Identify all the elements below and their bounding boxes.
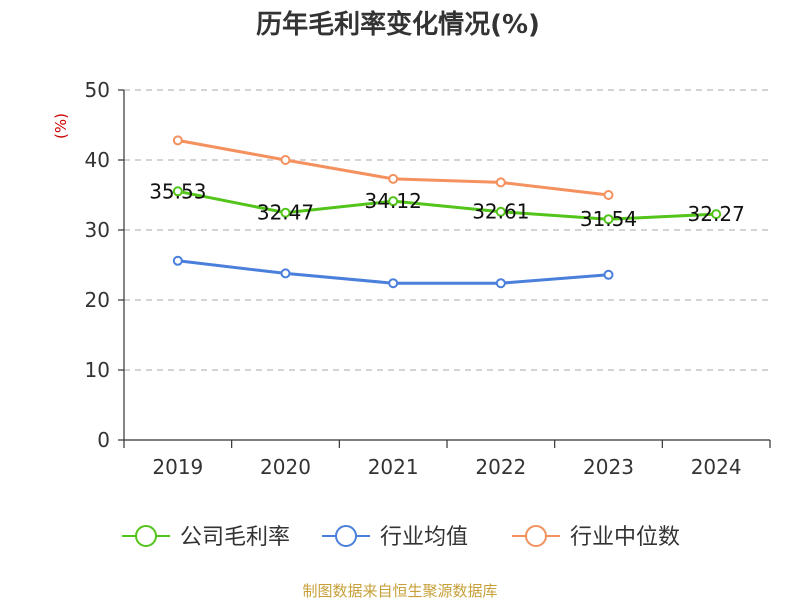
- y-tick-label: 0: [97, 428, 110, 452]
- series-line-0: [177, 189, 717, 221]
- legend-label: 行业中位数: [570, 525, 680, 550]
- x-tick-label: 2024: [691, 455, 742, 479]
- series-lines: [172, 135, 722, 289]
- y-axis-label: (%): [52, 113, 70, 139]
- grid-lines: [124, 89, 770, 371]
- y-tick-label: 30: [85, 218, 110, 242]
- y-tick-label: 50: [85, 78, 110, 102]
- legend: 公司毛利率 行业均值 行业中位数: [122, 525, 680, 550]
- data-point: [711, 209, 722, 220]
- data-point: [280, 268, 291, 279]
- data-point: [172, 186, 183, 197]
- source-note: 制图数据来自恒生聚源数据库: [302, 582, 497, 600]
- data-point: [495, 206, 506, 217]
- legend-marker: [525, 525, 547, 547]
- data-label: 32.27: [688, 202, 745, 226]
- data-label: 35.53: [149, 179, 206, 203]
- data-point: [280, 155, 291, 165]
- axes: 0 10 20 30 40 50 2019 2020 2021 2022 2023 2024: [85, 78, 771, 479]
- data-label: 32.47: [257, 201, 314, 225]
- data-point: [172, 255, 183, 266]
- legend-label: 公司毛利率: [180, 525, 290, 550]
- data-point: [388, 196, 399, 207]
- data-labels: 35.53 32.47 34.12 32.61 31.54 32.27: [149, 179, 745, 231]
- data-point: [603, 190, 614, 200]
- data-point: [603, 214, 614, 225]
- legend-marker: [135, 525, 157, 547]
- x-tick-label: 2019: [152, 455, 203, 479]
- x-tick-label: 2020: [260, 455, 311, 479]
- data-point: [495, 177, 506, 188]
- x-tick-label: 2023: [583, 455, 634, 479]
- y-tick-label: 20: [85, 288, 110, 312]
- data-point: [388, 278, 399, 289]
- y-tick-label: 40: [85, 148, 110, 172]
- data-point: [603, 269, 614, 280]
- y-tick-label: 10: [85, 358, 110, 382]
- legend-label: 行业均值: [380, 525, 468, 550]
- data-label: 34.12: [365, 189, 422, 213]
- data-point: [280, 207, 291, 218]
- chart-title: 历年毛利率变化情况(%): [256, 9, 540, 40]
- legend-marker: [335, 525, 357, 547]
- data-label: 32.61: [472, 200, 529, 224]
- x-tick-label: 2021: [368, 455, 419, 479]
- data-point: [172, 135, 183, 146]
- x-tick-label: 2022: [475, 455, 526, 479]
- data-label: 31.54: [580, 207, 637, 231]
- series-line-2: [177, 138, 609, 197]
- data-point: [388, 173, 399, 184]
- data-point: [495, 278, 506, 289]
